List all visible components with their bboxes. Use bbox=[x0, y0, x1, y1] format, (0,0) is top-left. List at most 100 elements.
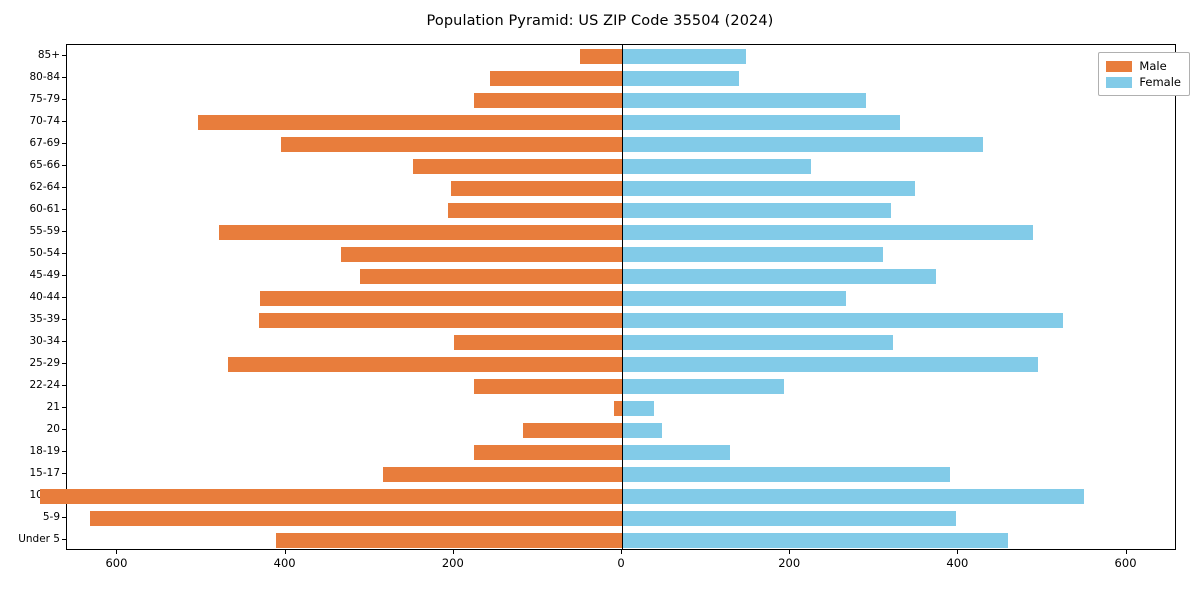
bar-female bbox=[622, 510, 956, 526]
y-axis-tick-mark bbox=[62, 429, 66, 430]
bar-male bbox=[228, 356, 622, 372]
bar-female bbox=[622, 136, 983, 152]
x-axis-tick-label: 600 bbox=[1114, 556, 1137, 570]
x-axis-tick-mark bbox=[284, 550, 286, 554]
y-axis-tick-mark bbox=[62, 539, 66, 540]
chart-title: Population Pyramid: US ZIP Code 35504 (2… bbox=[426, 13, 774, 29]
y-axis-tick-label: 30-34 bbox=[29, 335, 60, 347]
x-axis-ticks bbox=[66, 550, 1176, 554]
x-axis-tick-label: 600 bbox=[105, 556, 128, 570]
legend-color-swatch bbox=[1106, 76, 1133, 88]
bar-male bbox=[383, 466, 622, 482]
bar-male bbox=[474, 444, 622, 460]
y-axis-tick-mark bbox=[62, 451, 66, 452]
legend-item-label: Male bbox=[1139, 59, 1167, 73]
bar-female bbox=[622, 466, 950, 482]
y-axis-tick-mark bbox=[62, 187, 66, 188]
bar-male bbox=[522, 422, 622, 438]
y-axis-tick-label: 35-39 bbox=[29, 313, 60, 325]
bar-male bbox=[489, 70, 622, 86]
bar-female bbox=[622, 488, 1084, 504]
zero-axis-line bbox=[622, 45, 623, 549]
bar-male bbox=[447, 202, 622, 218]
x-axis-tick-label: 200 bbox=[778, 556, 801, 570]
bar-female bbox=[622, 224, 1034, 240]
bar-male bbox=[412, 158, 622, 174]
bar-female bbox=[622, 268, 936, 284]
bar-female bbox=[622, 158, 812, 174]
y-axis-tick-mark bbox=[62, 121, 66, 122]
y-axis-tick-label: 22-24 bbox=[29, 379, 60, 391]
y-axis-tick-label: Under 5 bbox=[18, 533, 60, 545]
x-axis-tick-label: 0 bbox=[617, 556, 625, 570]
y-axis-tick-mark bbox=[62, 275, 66, 276]
x-axis-tick-mark bbox=[1125, 550, 1127, 554]
bar-female bbox=[622, 400, 654, 416]
bar-female bbox=[622, 356, 1039, 372]
y-axis-tick-label: 25-29 bbox=[29, 357, 60, 369]
legend-color-swatch bbox=[1106, 60, 1133, 72]
y-axis-tick-label: 70-74 bbox=[29, 115, 60, 127]
bar-male bbox=[280, 136, 622, 152]
bar-female bbox=[622, 290, 846, 306]
bar-female bbox=[622, 48, 747, 64]
x-axis-tick-mark bbox=[621, 550, 622, 554]
bar-male bbox=[275, 532, 622, 548]
bar-female bbox=[622, 92, 866, 108]
y-axis-tick-label: 20 bbox=[46, 423, 60, 435]
bars-container bbox=[40, 45, 1175, 549]
x-axis-labels: 600 400 200 0 200 400 600 bbox=[66, 556, 1176, 576]
y-axis-tick-mark bbox=[62, 77, 66, 78]
bar-female bbox=[622, 312, 1064, 328]
legend-item[interactable]: Male bbox=[1106, 58, 1181, 74]
x-axis-tick-label: 200 bbox=[441, 556, 464, 570]
y-axis-labels: 85+ 80-84 75-79 70-74 67-69 65-66 62-64 60-61 55… bbox=[0, 44, 60, 550]
bar-female bbox=[622, 334, 893, 350]
bar-female bbox=[622, 70, 739, 86]
bar-female bbox=[622, 246, 883, 262]
y-axis-tick-label: 80-84 bbox=[29, 71, 60, 83]
x-axis-tick-mark bbox=[116, 550, 118, 554]
bar-male bbox=[198, 114, 622, 130]
y-axis-tick-label: 50-54 bbox=[29, 247, 60, 259]
bar-male bbox=[219, 224, 622, 240]
y-axis-tick-mark bbox=[62, 517, 66, 518]
bar-male bbox=[341, 246, 622, 262]
y-axis-tick-mark bbox=[62, 363, 66, 364]
y-axis-tick-label: 65-66 bbox=[29, 159, 60, 171]
y-axis-tick-mark bbox=[62, 385, 66, 386]
x-axis-tick-label: 400 bbox=[273, 556, 296, 570]
x-axis-tick-mark bbox=[789, 550, 791, 554]
bar-male bbox=[453, 334, 622, 350]
x-axis-tick-mark bbox=[957, 550, 959, 554]
y-axis-tick-label: 55-59 bbox=[29, 225, 60, 237]
bar-female bbox=[622, 202, 892, 218]
bar-male bbox=[359, 268, 622, 284]
bar-female bbox=[622, 444, 730, 460]
y-axis-tick-label: 85+ bbox=[37, 49, 60, 61]
y-axis-tick-label: 15-17 bbox=[29, 467, 60, 479]
y-axis-tick-label: 75-79 bbox=[29, 93, 60, 105]
plot-area bbox=[40, 44, 1176, 550]
y-axis-tick-label: 18-19 bbox=[29, 445, 60, 457]
y-axis-tick-label: 60-61 bbox=[29, 203, 60, 215]
legend: Male Female bbox=[1098, 52, 1190, 96]
y-axis-tick-mark bbox=[62, 319, 66, 320]
legend-item[interactable]: Female bbox=[1106, 74, 1181, 90]
bar-male bbox=[40, 488, 622, 504]
bar-male bbox=[258, 312, 622, 328]
bar-male bbox=[613, 400, 622, 416]
y-axis-tick-mark bbox=[62, 473, 66, 474]
y-axis-tick-mark bbox=[62, 407, 66, 408]
y-axis-tick-mark bbox=[62, 99, 66, 100]
y-axis-tick-mark bbox=[62, 297, 66, 298]
y-axis-tick-label: 62-64 bbox=[29, 181, 60, 193]
bar-female bbox=[622, 422, 662, 438]
y-axis-tick-label: 67-69 bbox=[29, 137, 60, 149]
y-axis-tick-mark bbox=[62, 209, 66, 210]
y-axis-tick-label: 40-44 bbox=[29, 291, 60, 303]
bar-male bbox=[260, 290, 622, 306]
bar-male bbox=[474, 378, 622, 394]
y-axis-tick-label: 21 bbox=[46, 401, 60, 413]
